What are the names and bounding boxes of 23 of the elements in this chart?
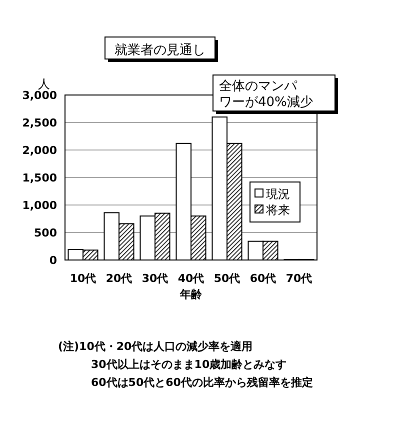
x-tick-label: 20代 [106, 272, 132, 285]
y-tick-label: 0 [49, 254, 58, 267]
y-tick-label: 500 [34, 226, 58, 240]
x-tick-label: 10代 [70, 272, 96, 285]
x-tick-label: 30代 [142, 272, 168, 285]
x-tick-label: 50代 [214, 272, 240, 285]
y-tick-label: 2,000 [22, 144, 58, 157]
y-tick-label: 1,500 [22, 172, 58, 184]
text: (注)10代・20代は人口の減少率を適用 [58, 340, 253, 353]
annotation: 全体のマンパワーが40%減少 [219, 79, 313, 110]
x-tick-label: 60代 [250, 272, 276, 285]
chart-title: 就業者の見通し [114, 43, 206, 58]
legend-label: 将来 [265, 203, 290, 217]
y-tick-label: 2,500 [22, 116, 58, 130]
legend-label: 現況 [266, 187, 290, 201]
y-axis-title: 人 [38, 77, 50, 91]
x-tick-label: 70代 [286, 272, 312, 285]
x-tick-label: 40代 [178, 272, 204, 285]
text: 60代は50代と60代の比率から残留率を推定 [91, 376, 313, 389]
y-tick-label: 3,000 [22, 89, 58, 102]
text: 30代以上はそのまま10歳加齢とみなす [91, 358, 287, 371]
y-tick-label: 1,000 [22, 199, 58, 212]
x-axis-title: 年齢 [179, 288, 203, 301]
